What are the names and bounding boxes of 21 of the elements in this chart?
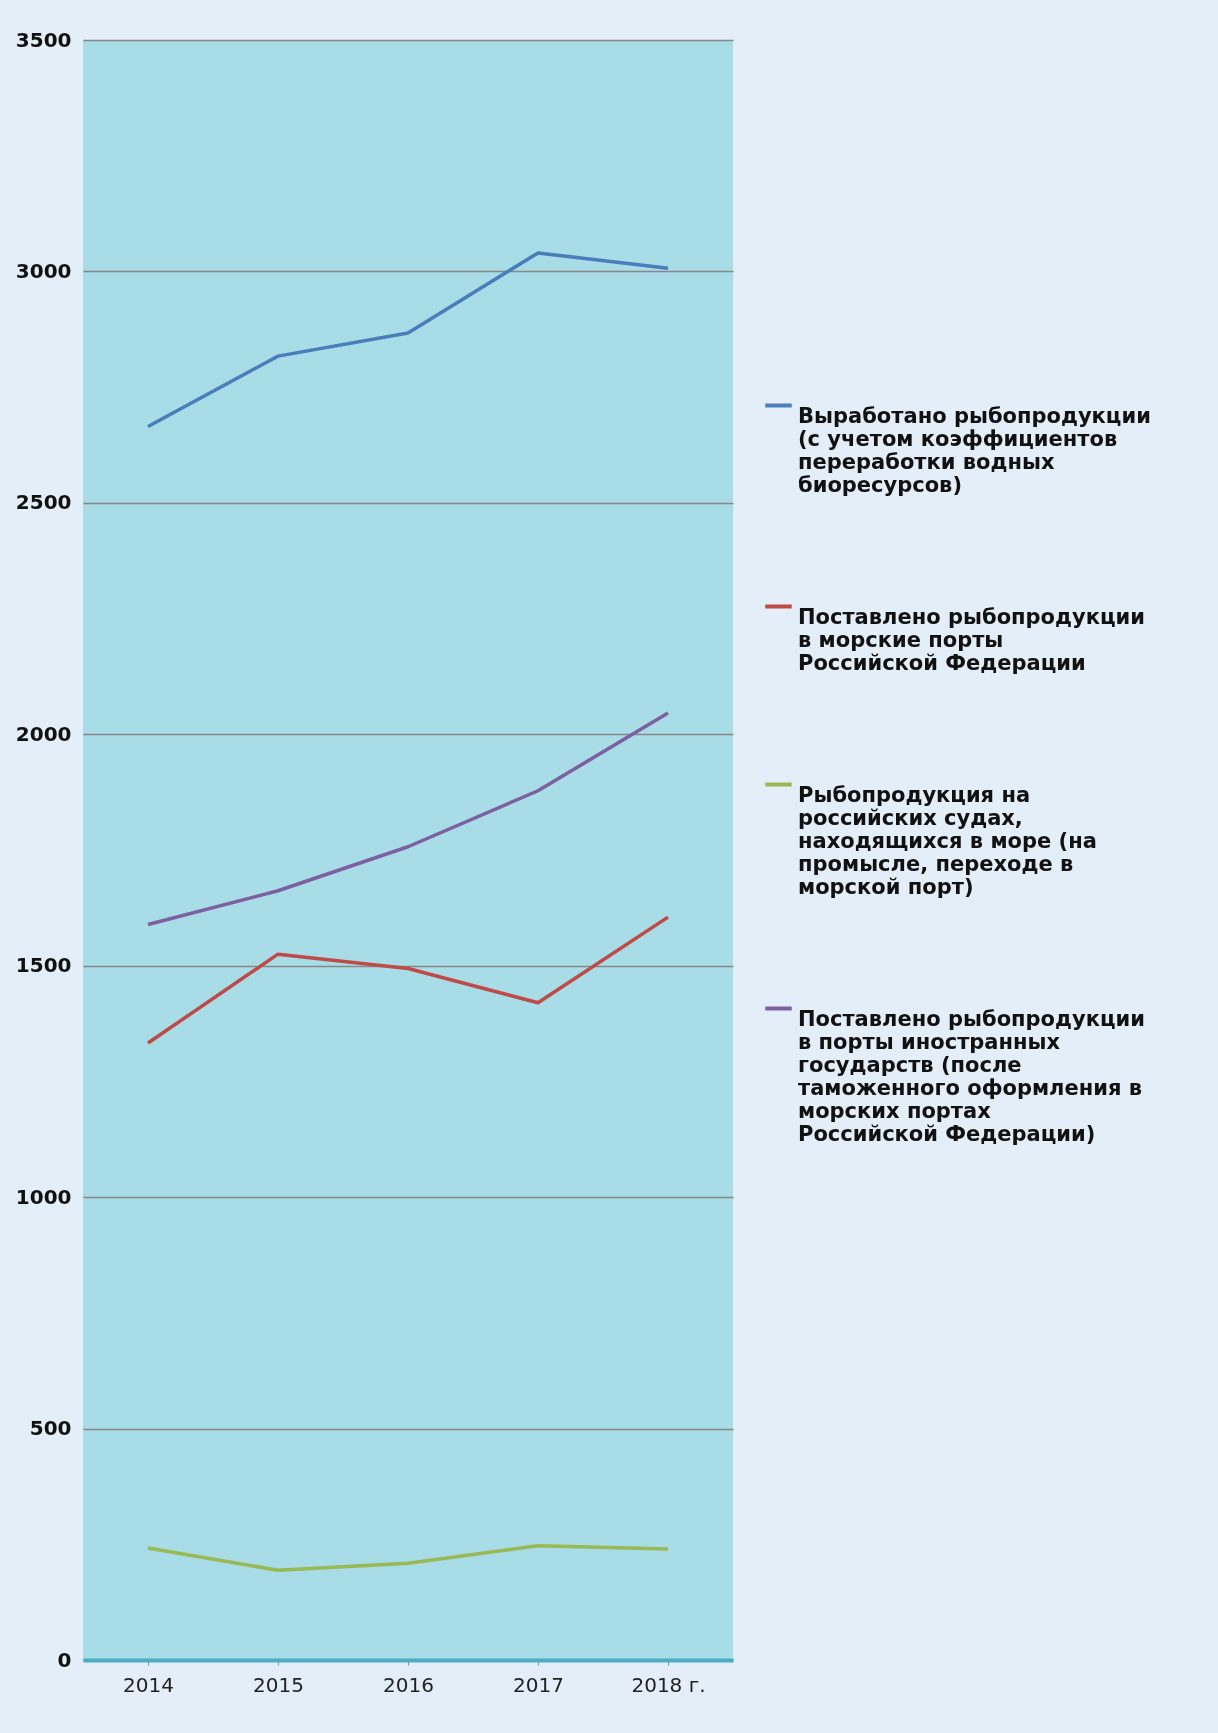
y-tick-label: 1000 xyxy=(15,1184,72,1209)
line-series xyxy=(146,711,670,927)
x-tick-label: 2018 г. xyxy=(631,1672,706,1697)
y-tick-label: 0 xyxy=(57,1647,72,1672)
x-tick-label: 2015 xyxy=(253,1672,304,1697)
legend-label: Выработано рыбопродукции (с учетом коэффициентов переработки водных биоресурсов) xyxy=(798,403,1151,497)
x-tick-label: 2014 xyxy=(123,1672,174,1697)
line-series xyxy=(146,251,670,429)
legend-label: Поставлено рыбопродукции в порты иностранных государств (после таможенного оформления в морских портах Российской Федерации) xyxy=(798,1006,1145,1146)
y-tick-label: 3500 xyxy=(15,27,72,52)
legend-label: Поставлено рыбопродукции в морские порты Российской Федерации xyxy=(798,604,1145,675)
x-tick-label: 2016 xyxy=(383,1672,434,1697)
legend-label: Рыбопродукция на российских судах, находящихся в море (на промысле, переходе в морской порт) xyxy=(798,782,1097,899)
y-tick-label: 2500 xyxy=(15,490,72,515)
line-series xyxy=(146,1543,670,1572)
y-tick-label: 3000 xyxy=(15,258,72,283)
y-tick-label: 500 xyxy=(29,1416,72,1441)
y-tick-label: 2000 xyxy=(15,721,72,746)
x-tick-label: 2017 xyxy=(513,1672,564,1697)
y-tick-label: 1500 xyxy=(15,953,72,978)
line-series xyxy=(146,915,670,1045)
